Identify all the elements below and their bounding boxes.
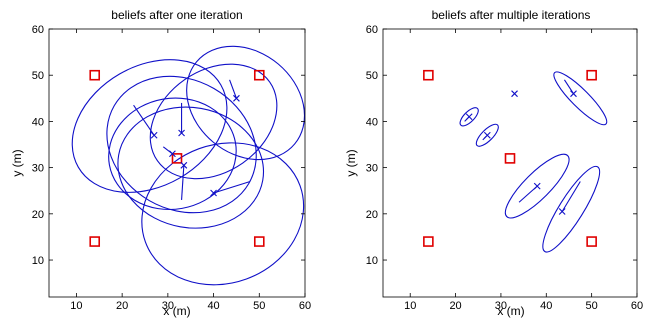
chart-left-frame: [48, 28, 306, 298]
y-tick-label: 50: [32, 70, 44, 82]
anchor-marker: [89, 69, 101, 81]
anchor-marker: [89, 236, 101, 247]
y-tick-label: 20: [32, 209, 44, 221]
x-tick-label: 60: [631, 300, 643, 312]
x-tick-label: 10: [70, 300, 82, 312]
x-tick-label: 50: [253, 300, 265, 312]
anchor-marker: [253, 236, 265, 247]
estimate-trail: [213, 180, 251, 194]
chart-left-title: beliefs after one iteration: [111, 8, 242, 22]
estimate-marker: [533, 182, 541, 190]
x-tick-label: 40: [540, 300, 552, 312]
estimate-marker: [511, 90, 518, 98]
estimate-marker: [210, 189, 217, 197]
chart-right-ticks: 10 20 30 40 50 60 10 20 30 40 50 60: [366, 24, 643, 312]
anchor-marker: [171, 153, 183, 164]
estimate-marker: [570, 90, 577, 98]
x-tick-label: 30: [162, 300, 174, 312]
y-tick-label: 50: [366, 70, 378, 82]
anchor-marker: [586, 236, 597, 247]
y-tick-label: 40: [32, 116, 44, 128]
y-tick-label: 30: [366, 163, 378, 175]
chart-left-xlabel: x (m): [163, 304, 190, 318]
estimate-marker: [178, 129, 185, 137]
uncertainty-ellipse: [149, 63, 278, 180]
estimate-trail: [563, 79, 574, 94]
x-tick-label: 20: [449, 300, 461, 312]
y-tick-label: 20: [366, 209, 378, 221]
uncertainty-ellipse: [117, 106, 265, 229]
anchor-marker: [423, 236, 434, 247]
uncertainty-ellipse: [71, 59, 228, 193]
anchor-marker: [423, 69, 434, 81]
estimate-marker: [169, 150, 176, 158]
chart-right-frame: [382, 28, 638, 298]
anchor-marker: [253, 69, 265, 81]
x-tick-label: 30: [495, 300, 507, 312]
estimate-marker: [180, 161, 188, 169]
y-tick-label: 10: [366, 255, 378, 267]
estimate-trail: [181, 165, 185, 201]
anchor-marker: [504, 153, 516, 164]
estimate-marker: [150, 131, 158, 139]
y-tick-label: 60: [32, 24, 44, 36]
x-tick-label: 60: [299, 300, 311, 312]
x-tick-label: 10: [404, 300, 416, 312]
y-tick-label: 60: [366, 24, 378, 36]
chart-left: beliefs after one iteration 10 20 30 40 50 60…: [10, 8, 311, 318]
estimate-trail: [229, 79, 237, 99]
x-tick-label: 20: [116, 300, 128, 312]
chart-left-plot: [71, 45, 305, 286]
anchor-marker: [586, 69, 597, 81]
y-tick-label: 30: [32, 163, 44, 175]
x-tick-label: 40: [207, 300, 219, 312]
x-tick-label: 50: [586, 300, 598, 312]
uncertainty-ellipse: [475, 123, 499, 147]
estimate-marker: [233, 94, 240, 102]
chart-right-plot: [423, 69, 608, 253]
uncertainty-ellipse: [141, 142, 305, 286]
estimate-trail: [561, 181, 581, 212]
estimate-trail: [133, 104, 155, 136]
chart-right: beliefs after multiple iterations 10 20 30…: [344, 8, 643, 318]
uncertainty-ellipse: [542, 165, 601, 253]
estimate-marker: [558, 208, 566, 215]
chart-right-xlabel: x (m): [497, 304, 524, 318]
uncertainty-ellipse: [459, 107, 479, 127]
chart-right-title: beliefs after multiple iterations: [432, 8, 591, 22]
uncertainty-ellipse: [186, 45, 305, 161]
uncertainty-ellipse: [504, 153, 570, 219]
uncertainty-ellipse: [106, 75, 257, 214]
estimate-marker: [465, 113, 473, 121]
uncertainty-ellipse: [553, 71, 608, 126]
chart-left-ticks: 10 20 30 40 50 60 10 20 30 40 50 60: [32, 24, 311, 312]
chart-left-ylabel: y (m): [10, 149, 24, 176]
chart-right-ylabel: y (m): [344, 149, 358, 176]
estimate-marker: [483, 131, 491, 139]
y-tick-label: 40: [366, 116, 378, 128]
y-tick-label: 10: [32, 255, 44, 267]
